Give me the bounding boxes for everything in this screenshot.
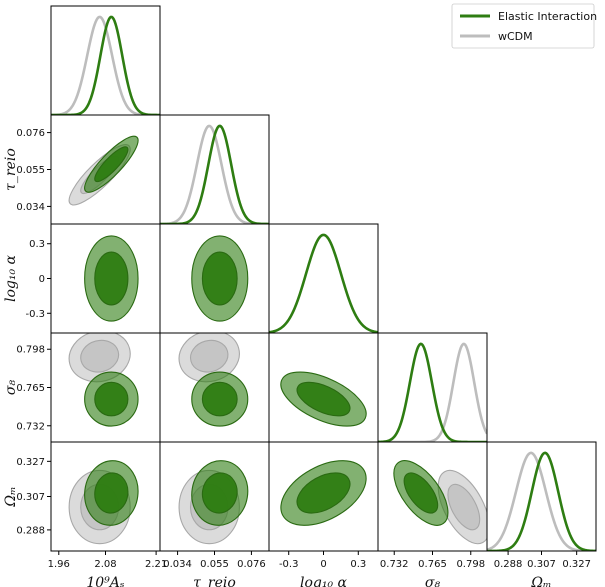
panel-content: [160, 124, 269, 224]
y-tick-label-s8: 0.732: [16, 421, 45, 432]
panel-content: [84, 235, 139, 322]
panel-content: [68, 135, 139, 206]
panel-alpha-s8: [268, 332, 379, 443]
panel-frame: [50, 5, 161, 116]
x-tick-label-tau: 0.055: [200, 559, 229, 570]
panel-As-om: 1.96 2.08 2.21 10⁹Aₛ 0.288 0.307 0.327 Ωₘ: [3, 441, 167, 587]
contour-68-tau-om-elastic-interaction: [201, 472, 238, 514]
x-tick-label-om: 0.288: [494, 559, 523, 570]
contour-68-tau-alpha-elastic-interaction: [201, 251, 238, 306]
y-tick-label-alpha: -0.3: [25, 309, 45, 320]
panel-tau-alpha: [159, 223, 270, 334]
panel-frame: [268, 223, 379, 334]
x-tick-label-s8: 0.798: [456, 559, 485, 570]
x-axis-label-As: 10⁹Aₛ: [86, 575, 125, 587]
panel-alpha-alpha: [268, 223, 379, 334]
panel-s8-s8: [377, 332, 488, 443]
x-axis-label-tau: τ_reio: [193, 575, 236, 587]
y-tick-label-alpha: 0: [39, 274, 45, 285]
panel-content: [280, 460, 367, 526]
panel-As-tau: 0.034 0.055 0.076 τ_reio: [3, 114, 161, 225]
panel-s8-om: 0.732 0.765 0.798 σ₈: [377, 441, 488, 587]
panel-content: [178, 460, 249, 545]
panel-om-om: 0.288 0.307 0.327 Ωₘ: [486, 441, 597, 587]
x-tick-label-s8: 0.732: [380, 559, 409, 570]
x-tick-label-alpha: 0: [320, 559, 326, 570]
panel-content: [68, 333, 139, 427]
panel-content: [487, 451, 596, 551]
contour-68-As-alpha-elastic-interaction: [94, 251, 129, 306]
panel-content: [178, 333, 249, 427]
panel-tau-tau: [159, 114, 270, 225]
y-tick-label-tau: 0.034: [16, 202, 45, 213]
panel-As-alpha: -0.3 0 0.3 log₁₀ α: [3, 223, 161, 334]
y-tick-label-om: 0.288: [16, 525, 45, 536]
panel-content: [378, 342, 487, 442]
x-tick-label-As: 1.96: [48, 559, 70, 570]
panel-content: [269, 233, 378, 333]
x-tick-label-As: 2.21: [145, 559, 167, 570]
panel-content: [280, 371, 367, 427]
marginal-curve-alpha-elastic-interaction: [269, 233, 378, 333]
x-tick-label-As: 2.08: [94, 559, 116, 570]
contour-68-tau-s8-elastic-interaction: [201, 381, 238, 417]
legend-label-elastic: Elastic Interaction: [498, 10, 597, 23]
y-tick-label-tau: 0.055: [16, 165, 45, 176]
marginal-curve-s8-wcdm: [378, 342, 487, 442]
panel-content: [51, 15, 160, 115]
x-axis-label-s8: σ₈: [425, 575, 441, 587]
y-axis-label-om: Ωₘ: [3, 486, 19, 507]
x-tick-label-tau: 0.034: [163, 559, 192, 570]
x-axis-label-alpha: log₁₀ α: [300, 575, 348, 587]
legend-label-wcdm: wCDM: [498, 30, 533, 43]
panel-As-s8: 0.732 0.765 0.798 σ₈: [3, 332, 161, 443]
x-axis-label-om: Ωₘ: [530, 575, 551, 587]
contour-68-As-tau-elastic-interaction: [94, 146, 129, 183]
x-tick-label-alpha: -0.3: [279, 559, 299, 570]
marginal-curve-om-wcdm: [487, 451, 596, 551]
contour-68-tau-s8-wcdm: [189, 339, 229, 373]
marginal-curve-tau-elastic-interaction: [160, 124, 269, 224]
contour-68-s8-om-wcdm: [447, 483, 481, 531]
y-tick-label-om: 0.327: [16, 457, 45, 468]
panel-As-As: [50, 5, 161, 116]
panel-content: [68, 460, 139, 545]
contour-68-As-s8-wcdm: [80, 339, 120, 373]
contour-68-alpha-s8-elastic-interaction: [296, 381, 351, 417]
x-tick-label-s8: 0.765: [418, 559, 447, 570]
marginal-curve-As-elastic-interaction: [51, 15, 160, 115]
marginal-curve-om-elastic-interaction: [487, 451, 596, 551]
y-axis-label-tau: τ_reio: [3, 148, 19, 191]
contour-68-As-s8-elastic-interaction: [94, 381, 129, 417]
y-tick-label-om: 0.307: [16, 492, 45, 503]
y-tick-label-s8: 0.798: [16, 345, 45, 356]
y-tick-label-tau: 0.076: [16, 128, 45, 139]
panel-content: [393, 460, 487, 545]
y-tick-label-s8: 0.765: [16, 383, 45, 394]
x-tick-label-tau: 0.076: [237, 559, 266, 570]
y-axis-label-alpha: log₁₀ α: [3, 254, 19, 302]
x-tick-label-om: 0.307: [527, 559, 556, 570]
panel-content: [191, 235, 249, 322]
panel-tau-s8: [159, 332, 270, 443]
y-tick-label-alpha: 0.3: [29, 239, 45, 250]
x-tick-label-alpha: 0.3: [350, 559, 366, 570]
contour-68-As-om-elastic-interaction: [94, 472, 129, 514]
x-tick-label-om: 0.327: [562, 559, 591, 570]
legend: Elastic Interaction wCDM: [451, 3, 597, 49]
contour-68-s8-om-elastic-interaction: [403, 472, 439, 514]
y-axis-label-s8: σ₈: [3, 380, 19, 396]
contour-68-alpha-om-elastic-interaction: [296, 472, 351, 514]
